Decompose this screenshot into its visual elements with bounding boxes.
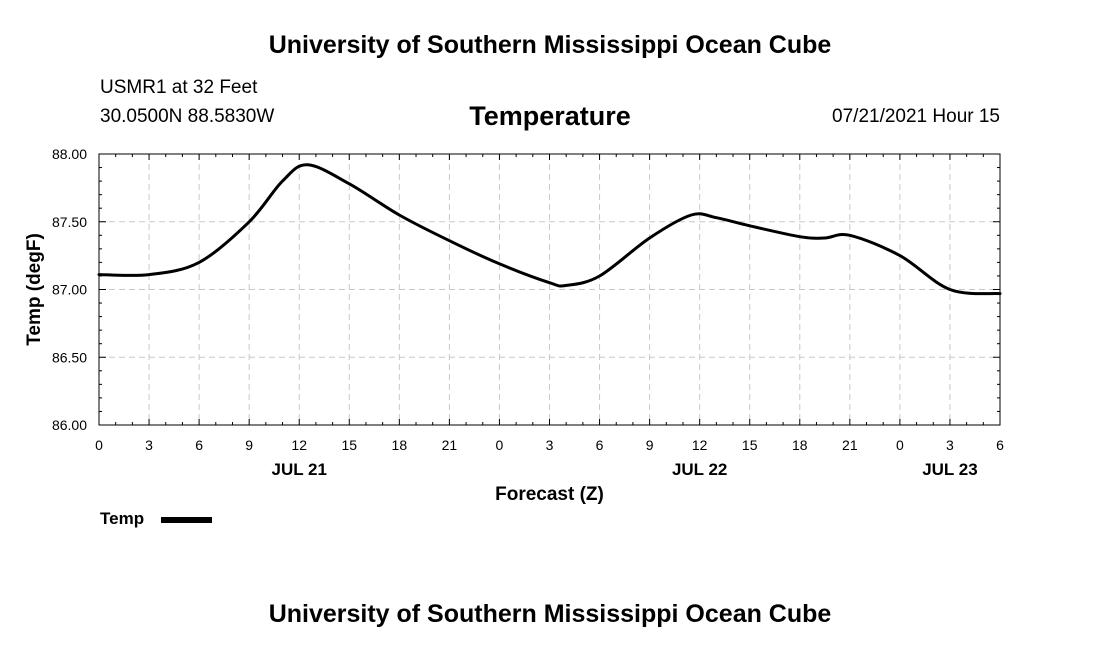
x-tick-label: 6 <box>596 437 604 453</box>
x-tick-label: 21 <box>842 437 858 453</box>
x-tick-label: 9 <box>245 437 253 453</box>
x-tick-label: 12 <box>692 437 708 453</box>
footer-title: University of Southern Mississippi Ocean… <box>268 600 832 628</box>
date-label: JUL 22 <box>672 460 727 479</box>
x-tick-label: 18 <box>392 437 408 453</box>
x-axis-label: Forecast (Z) <box>495 484 604 505</box>
x-tick-label: 3 <box>546 437 554 453</box>
legend-label: Temp <box>100 509 145 528</box>
y-tick-label: 87.50 <box>52 214 87 230</box>
x-tick-label: 3 <box>145 437 153 453</box>
date-label: JUL 23 <box>922 460 977 479</box>
x-tick-label: 3 <box>946 437 954 453</box>
y-tick-label: 87.00 <box>52 282 87 298</box>
x-tick-label: 0 <box>496 437 504 453</box>
axis-labels: 0 3 6 9 12 15 18 21 0 3 6 9 12 15 18 21 0 3 6 86.00 86.50 87.… <box>52 146 1004 479</box>
chart-title: Temperature <box>469 101 631 131</box>
forecast-datetime: 07/21/2021 Hour 15 <box>832 106 1000 127</box>
y-tick-label: 88.00 <box>52 146 87 162</box>
y-tick-label: 86.00 <box>52 417 87 433</box>
station-label: USMR1 at 32 Feet <box>100 77 258 98</box>
x-tick-label: 12 <box>291 437 307 453</box>
x-tick-label: 6 <box>996 437 1004 453</box>
station-coordinates: 30.0500N 88.5830W <box>100 106 275 127</box>
plot-frame <box>98 153 1001 426</box>
x-tick-label: 15 <box>742 437 758 453</box>
temp-series-line <box>97 163 1002 296</box>
grid-lines <box>99 154 1000 425</box>
x-tick-label: 0 <box>896 437 904 453</box>
x-tick-label: 15 <box>341 437 357 453</box>
x-tick-label: 6 <box>195 437 203 453</box>
report-title: University of Southern Mississippi Ocean… <box>268 31 832 59</box>
y-axis-label: Temp (degF) <box>24 233 45 346</box>
x-tick-label: 21 <box>442 437 458 453</box>
y-tick-label: 86.50 <box>52 349 87 365</box>
legend-swatch <box>161 517 212 523</box>
x-tick-label: 18 <box>792 437 808 453</box>
date-label: JUL 21 <box>271 460 326 479</box>
x-tick-label: 0 <box>95 437 103 453</box>
x-tick-label: 9 <box>646 437 654 453</box>
